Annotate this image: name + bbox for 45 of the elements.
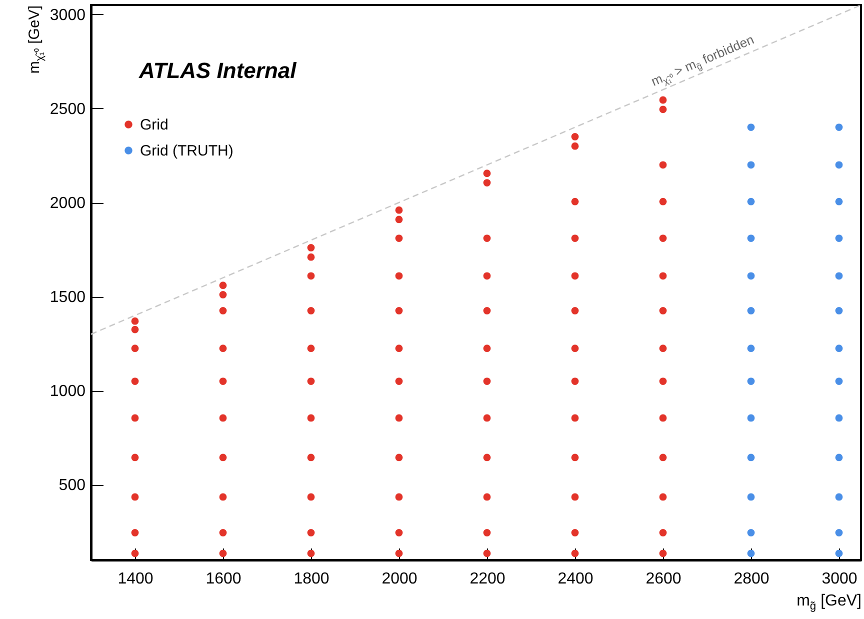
point — [747, 124, 755, 131]
y-tick-label: 1000 — [50, 383, 86, 400]
x-tick-label: 2400 — [558, 570, 594, 588]
point — [747, 493, 755, 501]
point — [835, 344, 843, 352]
x-tick-label: 1800 — [294, 570, 330, 588]
x-tick-label: 1400 — [118, 570, 154, 588]
point — [835, 198, 843, 206]
legend-label: Grid (TRUTH) — [140, 142, 234, 160]
point — [835, 272, 843, 280]
x-tick-label: 2600 — [646, 570, 682, 588]
point — [835, 124, 843, 131]
point — [747, 198, 755, 206]
y-tick-label: 2500 — [50, 100, 86, 118]
legend-label: Grid — [140, 116, 168, 134]
point — [835, 234, 843, 242]
point — [747, 454, 755, 462]
point — [747, 307, 755, 314]
point — [835, 550, 843, 558]
point — [835, 454, 843, 462]
y-tick-label: 2000 — [50, 195, 86, 212]
x-tick-label: 3000 — [822, 570, 858, 588]
x-axis-title: m$_{g̃}$ [GeV] — [796, 592, 862, 612]
point — [835, 414, 843, 422]
point — [747, 161, 755, 169]
point — [835, 493, 843, 501]
y-tick-label: 500 — [58, 477, 86, 494]
point — [835, 378, 843, 385]
x-tick-label: 2200 — [470, 570, 506, 588]
y-tick-label: 3000 — [50, 6, 86, 24]
point — [747, 529, 755, 536]
point — [835, 161, 843, 169]
point — [747, 272, 755, 280]
x-tick-label: 2000 — [382, 570, 418, 588]
x-tick-label: 1600 — [206, 570, 242, 588]
point — [747, 344, 755, 352]
point — [747, 414, 755, 422]
y-tick-label: 1500 — [50, 289, 86, 306]
point — [835, 529, 843, 536]
point — [747, 550, 755, 558]
point — [747, 378, 755, 385]
point — [747, 234, 755, 242]
annotation: ATLAS Internal — [138, 58, 298, 83]
point — [835, 307, 843, 314]
x-tick-label: 2800 — [734, 570, 770, 588]
